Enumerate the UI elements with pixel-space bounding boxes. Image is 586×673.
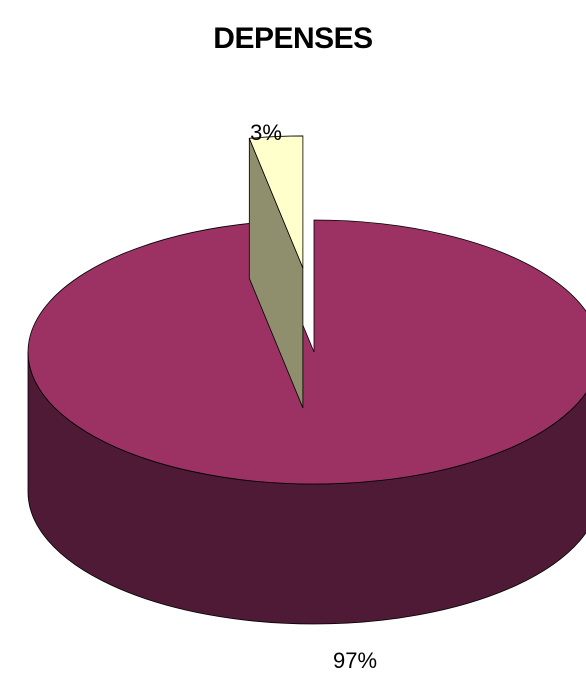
chart-title: DEPENSES bbox=[213, 22, 372, 55]
pie-layer bbox=[27, 135, 586, 625]
slice-97 bbox=[27, 219, 586, 485]
slice-3 bbox=[248, 135, 304, 269]
slice-label-3: 3% bbox=[250, 120, 282, 145]
slice-label-97: 97% bbox=[333, 648, 377, 673]
